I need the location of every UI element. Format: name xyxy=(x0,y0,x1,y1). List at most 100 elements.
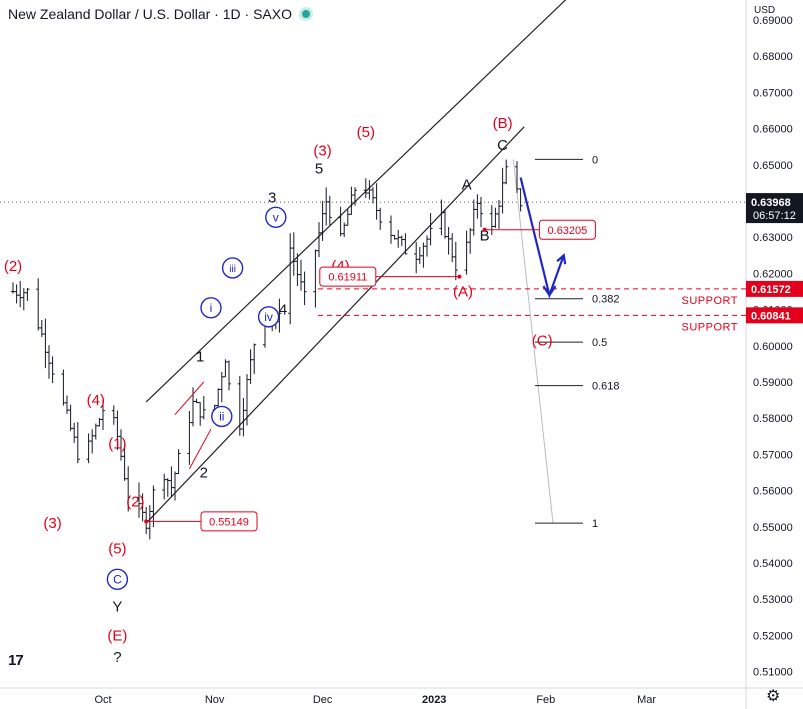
ohlc-bar xyxy=(288,233,293,325)
wave-label: C xyxy=(497,137,508,154)
ohlc-bar xyxy=(90,429,95,454)
ohlc-bar xyxy=(500,167,505,214)
symbol-title-text: New Zealand Dollar / U.S. Dollar · 1D · … xyxy=(8,6,292,22)
x-axis[interactable]: Oct Nov Dec 2023 Feb Mar xyxy=(94,694,656,706)
wave-circle xyxy=(211,405,233,428)
gear-icon[interactable]: ⚙ xyxy=(766,688,781,705)
wave-label: Y xyxy=(112,598,122,615)
projection-down-arrowhead xyxy=(542,285,557,298)
ohlc-bar xyxy=(299,259,303,291)
ohlc-bar xyxy=(47,345,51,379)
fib-level-label: 0.5 xyxy=(592,337,607,349)
wave-label: (2) xyxy=(4,258,22,275)
channel-lower-line xyxy=(145,126,525,524)
ohlc-bar xyxy=(421,242,426,268)
wave-label: ? xyxy=(113,649,121,666)
ohlc-bar xyxy=(338,206,343,237)
currency-label[interactable]: USD xyxy=(754,5,776,16)
wave-labels: (2)(3)(4)(1)(2)(5)CY(E)?12iiiiiiivv345(3… xyxy=(4,115,553,666)
y-tick-label: 0.68000 xyxy=(753,51,793,63)
wave-label: (E) xyxy=(107,627,127,644)
ohlc-bar xyxy=(374,183,379,220)
ohlc-bar xyxy=(475,194,480,219)
callout-text: 0.55149 xyxy=(209,516,249,528)
fib-diagonal xyxy=(512,159,554,524)
support-price-text: 0.61572 xyxy=(751,284,791,296)
ohlc-bar xyxy=(439,199,444,236)
projection-arrowhead xyxy=(556,253,567,265)
callout-box xyxy=(319,266,377,287)
ohlc-bar xyxy=(173,471,177,501)
callout-text: 0.61911 xyxy=(328,272,367,284)
callout-anchor xyxy=(144,519,149,524)
sub-wave-line xyxy=(174,381,205,415)
ohlc-bar xyxy=(165,478,170,497)
x-tick-label: Mar xyxy=(637,694,656,706)
ohlc-bar xyxy=(399,235,404,247)
wave-label: 1 xyxy=(196,349,204,366)
ohlc-bar xyxy=(317,222,321,258)
wave-label: (A) xyxy=(453,284,473,301)
ohlc-bar xyxy=(187,411,192,465)
ohlc-bar xyxy=(223,359,228,378)
wave-label: iii xyxy=(229,264,236,275)
ohlc-bar xyxy=(493,207,498,228)
ohlc-bar xyxy=(248,349,253,384)
wave-circle xyxy=(221,257,244,279)
ohlc-bar xyxy=(504,159,509,185)
x-tick-label: Oct xyxy=(94,694,111,706)
y-axis[interactable]: 0.690000.680000.670000.660000.650000.640… xyxy=(746,15,803,679)
wave-label: 4 xyxy=(279,302,287,319)
wave-label: (3) xyxy=(313,142,331,159)
fib-level-label: 0 xyxy=(592,154,598,166)
ohlc-bar xyxy=(389,215,393,244)
x-tick-label: Dec xyxy=(313,694,333,706)
ohlc-bar xyxy=(101,399,105,430)
wave-label: (3) xyxy=(43,515,61,532)
ohlc-bar xyxy=(245,374,249,426)
y-tick-label: 0.58000 xyxy=(753,413,793,425)
ohlc-bar xyxy=(446,227,451,255)
callout-anchor xyxy=(482,227,487,232)
ohlc-bar xyxy=(371,187,375,204)
ohlc-bar xyxy=(162,473,167,500)
wave-label: ii xyxy=(219,409,224,423)
ohlc-bar xyxy=(198,402,203,426)
ohlc-bar xyxy=(479,197,483,228)
y-tick-label: 0.53000 xyxy=(753,594,793,606)
ohlc-bar xyxy=(417,247,422,264)
ohlc-bar xyxy=(147,505,152,540)
ohlc-bar xyxy=(50,356,55,384)
ohlc-bar xyxy=(201,396,206,420)
ohlc-bar xyxy=(14,284,19,304)
ohlc-bar xyxy=(324,187,329,226)
callout-text: 0.63205 xyxy=(548,225,588,237)
wave-label: 2 xyxy=(200,465,208,482)
ohlc-bar xyxy=(61,369,66,406)
wave-label: C xyxy=(113,572,122,586)
callout-anchor xyxy=(457,274,462,279)
wave-label: (5) xyxy=(108,541,126,558)
ohlc-bar xyxy=(378,207,383,230)
x-tick-label: Feb xyxy=(536,694,555,706)
support-price-tag xyxy=(746,280,803,297)
ohlc-bar xyxy=(21,288,26,311)
market-status-icon xyxy=(301,10,310,19)
price-callouts: 0.55149 0.61911 0.63205 xyxy=(144,219,596,532)
y-tick-label: 0.57000 xyxy=(753,449,793,461)
x-tick-label: 2023 xyxy=(422,694,446,706)
y-tick-label: 0.54000 xyxy=(753,558,793,570)
ohlc-bar xyxy=(443,209,447,239)
ohlc-bar xyxy=(227,360,231,391)
y-tick-label: 0.59000 xyxy=(753,377,793,389)
symbol-title[interactable]: New Zealand Dollar / U.S. Dollar · 1D · … xyxy=(8,6,310,22)
wave-circle xyxy=(257,306,280,328)
y-tick-label: 0.69000 xyxy=(753,15,793,27)
wave-label: (2) xyxy=(126,493,144,510)
wave-label: A xyxy=(462,177,472,194)
support-price-text: 0.60841 xyxy=(751,310,791,322)
tradingview-logo[interactable]: 17 xyxy=(8,652,24,669)
ohlc-bar xyxy=(126,466,131,512)
